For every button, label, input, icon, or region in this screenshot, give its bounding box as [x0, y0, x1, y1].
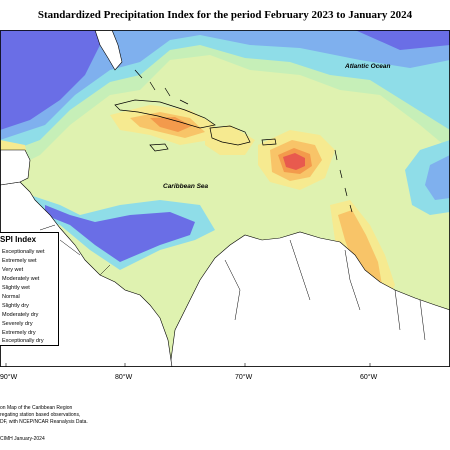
legend-title: SPI Index	[0, 235, 37, 244]
longitude-label-60w: 60°W	[360, 374, 378, 381]
puerto-rico-outline	[261, 138, 277, 146]
legend: SPI Index Exceptionally wet Extremely we…	[0, 232, 59, 346]
east-very-wet	[425, 155, 450, 200]
legend-item: Exceptionally dry	[2, 338, 44, 344]
legend-item: Moderately wet	[2, 276, 40, 282]
jamaica-outline	[149, 143, 169, 152]
longitude-label-90w: 90°W	[0, 374, 18, 381]
exceptionally-wet-northeast	[355, 30, 450, 50]
bahamas-outline	[134, 69, 189, 105]
legend-item: Moderately dry	[2, 312, 39, 318]
hispaniola-dry	[205, 125, 255, 155]
cuba-severely-dry	[150, 117, 192, 132]
footer-line: regating station based observations,	[0, 412, 81, 418]
puerto-rico-extremely-dry	[283, 153, 305, 170]
lesser-antilles-outline	[334, 149, 353, 213]
legend-item: Exceptionally wet	[2, 249, 45, 255]
map-title: Standardized Precipitation Index for the…	[37, 9, 413, 21]
legend-item: Extremely dry	[2, 330, 36, 336]
longitude-label-70w: 70°W	[235, 374, 253, 381]
legend-item: Slightly wet	[2, 285, 30, 291]
venezuela-moderately-dry	[338, 210, 382, 290]
legend-item: Normal	[2, 294, 20, 300]
longitude-label-80w: 80°W	[115, 374, 133, 381]
footer-credit: CIMH January-2024	[0, 436, 45, 442]
florida-land	[94, 30, 123, 71]
footer-line: DF, with NCEP/NCAR Reanalysis Data.	[0, 419, 88, 425]
legend-item: Extremely wet	[2, 258, 37, 264]
caribbean-sea-label: Caribbean Sea	[163, 183, 209, 190]
legend-item: Very wet	[2, 267, 24, 273]
cuba-outline	[114, 99, 216, 129]
atlantic-ocean-label: Atlantic Ocean	[345, 63, 391, 70]
yucatan-land	[0, 149, 31, 186]
legend-item: Severely dry	[2, 321, 33, 327]
footer-line: on Map of the Caribbean Region	[0, 405, 73, 411]
hispaniola-outline	[209, 125, 251, 146]
caribbean-exceptionally-wet-west	[45, 205, 195, 262]
exceptionally-wet-north	[0, 30, 100, 130]
spi-map	[0, 30, 450, 367]
country-borders	[39, 224, 426, 341]
legend-item: Slightly dry	[2, 303, 29, 309]
